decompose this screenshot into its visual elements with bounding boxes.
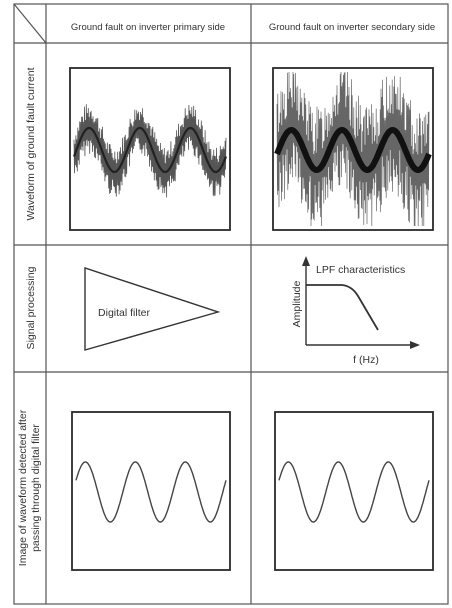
primary-filtered-waveform-frame [71,411,231,571]
row-header-image-line-2: passing through digital filter [30,424,42,552]
secondary-filtered-waveform [278,461,430,523]
column-header-secondary: Ground fault on inverter secondary side [269,22,435,33]
digital-filter-label: Digital filter [98,307,150,319]
lpf-y-axis-arrow [302,256,310,266]
secondary-filtered-sine [278,461,430,523]
corner-diagonal [13,3,47,44]
column-header-primary: Ground fault on inverter primary side [71,22,225,33]
primary-fundamental-trace [72,126,228,174]
lpf-title: LPF characteristics [316,264,405,276]
row-header-waveform: Waveform of ground fault current [25,67,37,220]
primary-fault-waveform-frame [69,67,231,231]
secondary-fault-current-waveform [274,71,432,227]
primary-filtered-waveform [75,461,227,523]
secondary-fault-waveform-frame [272,67,434,231]
secondary-fundamental-trace [274,126,432,174]
row-header-image-line-1: Image of waveform detected after [17,409,29,566]
lpf-x-axis-arrow [410,341,420,349]
secondary-filtered-waveform-frame [274,411,434,571]
table-grid [13,3,449,605]
lpf-response-curve [306,284,379,331]
row-header-signal-processing: Signal processing [25,266,37,349]
secondary-noise-trace [276,71,430,227]
lpf-y-axis-label: Amplitude [291,281,303,328]
primary-fault-current-waveform [72,104,228,198]
lpf-characteristic-plot [302,256,420,349]
lpf-x-axis-label: f (Hz) [353,354,379,366]
digital-filter-triangle [84,267,221,351]
primary-filtered-sine [75,461,227,523]
